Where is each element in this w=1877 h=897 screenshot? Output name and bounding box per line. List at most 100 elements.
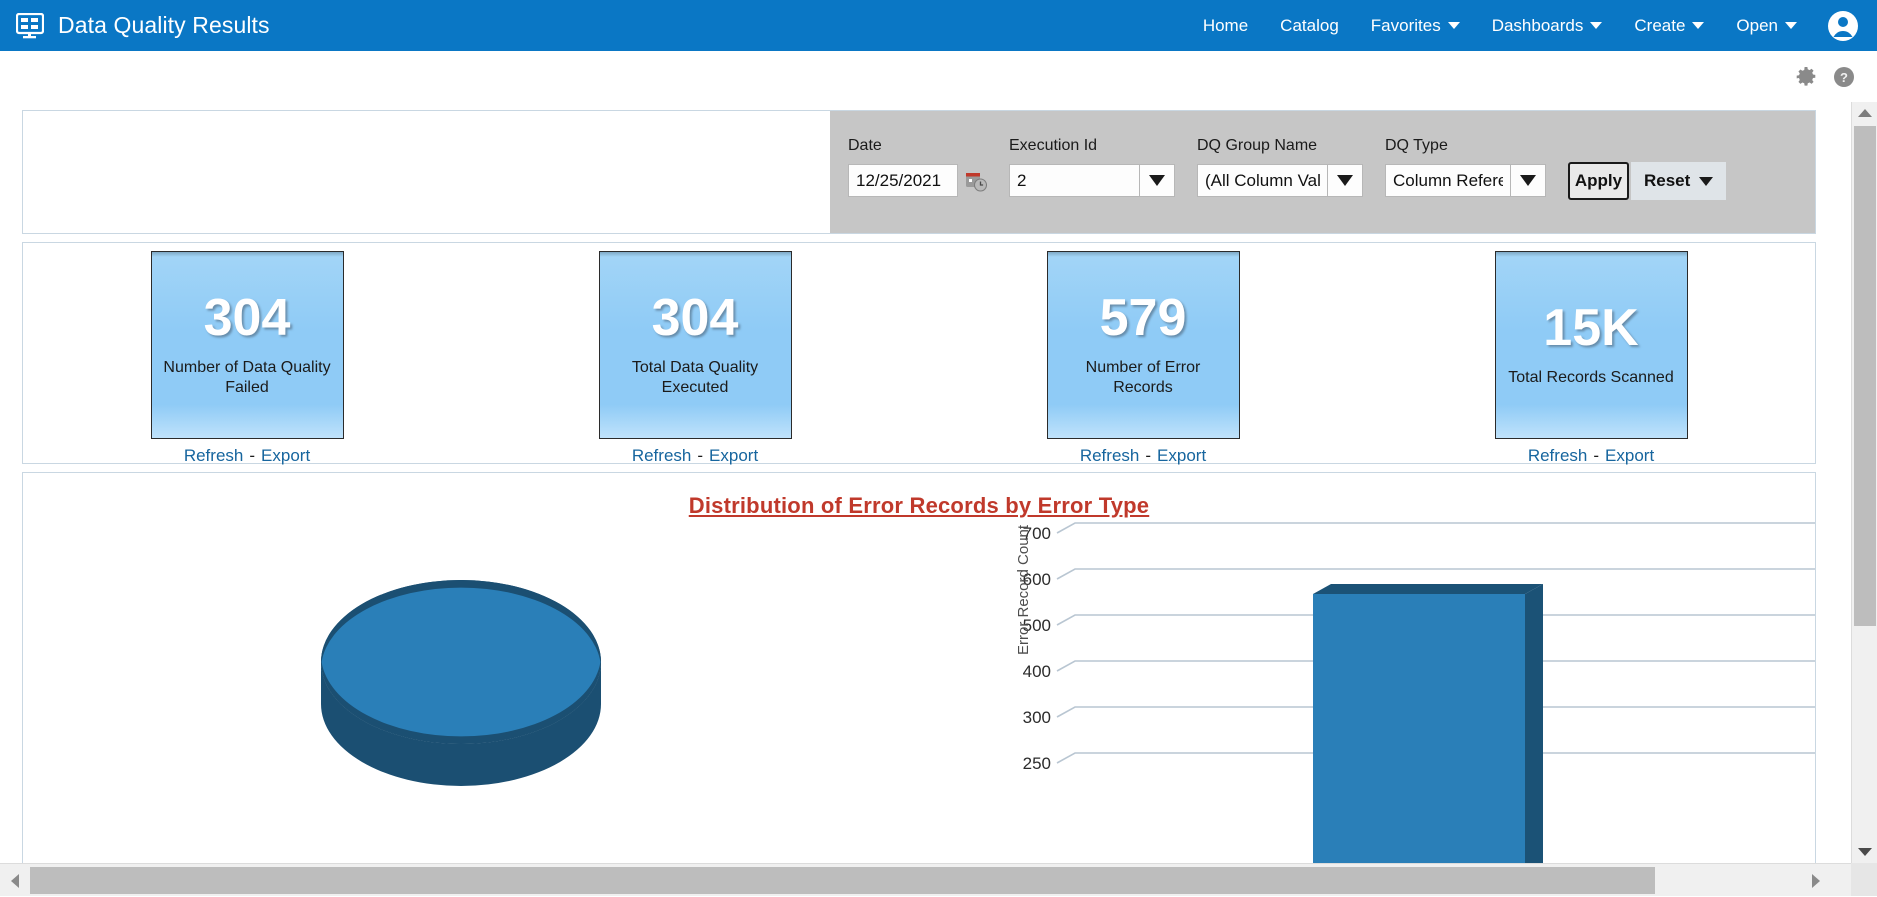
scroll-down-arrow[interactable] [1852,841,1877,863]
filter-dq-type-label: DQ Type [1385,137,1546,155]
page-title: Data Quality Results [58,12,270,39]
sub-header-toolbar: ? [0,51,1877,102]
dq-group-name-dropdown-button[interactable] [1327,164,1363,197]
filter-execution-id-label: Execution Id [1009,137,1175,155]
user-avatar-icon[interactable] [1827,10,1859,42]
nav-label: Create [1634,16,1685,36]
date-input[interactable] [848,164,958,197]
export-link[interactable]: Export [261,446,310,466]
kpi-value: 15K [1543,302,1638,354]
link-separator: - [1593,446,1599,466]
chevron-down-icon [1590,22,1602,29]
refresh-link[interactable]: Refresh [184,446,244,466]
horizontal-scroll-thumb[interactable] [30,867,1655,894]
execution-id-input[interactable] [1009,164,1139,197]
chart-area: Error Record Count 7 [23,519,1815,863]
nav-item-home[interactable]: Home [1187,16,1264,36]
dq-type-dropdown-button[interactable] [1510,164,1546,197]
bar-chart[interactable]: Error Record Count 7 [1003,519,1816,863]
filter-date: Date [848,137,987,197]
kpi-links: Refresh - Export [632,446,758,466]
pie-slice-column-reference [321,580,601,786]
help-icon[interactable]: ? [1833,66,1855,88]
nav-item-create[interactable]: Create [1618,16,1720,36]
export-link[interactable]: Export [1605,446,1654,466]
kpi-panel: 304 Number of Data Quality Failed Refres… [22,242,1816,464]
kpi-value: 304 [652,292,739,344]
scroll-right-arrow[interactable] [1803,864,1829,897]
nav-item-catalog[interactable]: Catalog [1264,16,1355,36]
kpi-tile[interactable]: 15K Total Records Scanned [1495,251,1688,439]
kpi-links: Refresh - Export [1528,446,1654,466]
dq-group-name-input[interactable] [1197,164,1327,197]
scroll-up-arrow[interactable] [1852,102,1877,124]
vertical-scroll-thumb[interactable] [1854,126,1876,626]
top-navigation-bar: Data Quality Results Home Catalog Favori… [0,0,1877,51]
refresh-link[interactable]: Refresh [1528,446,1588,466]
kpi-label: Total Data Quality Executed [610,358,780,398]
chart-title: Distribution of Error Records by Error T… [23,473,1815,519]
nav-item-dashboards[interactable]: Dashboards [1476,16,1619,36]
chevron-down-icon [1785,22,1797,29]
scroll-left-arrow[interactable] [2,864,28,897]
top-nav-items: Home Catalog Favorites Dashboards Create… [1187,10,1877,42]
chevron-down-icon [1448,22,1460,29]
nav-item-favorites[interactable]: Favorites [1355,16,1476,36]
reset-button-label: Reset [1644,171,1690,191]
scrollbar-corner [1851,863,1877,896]
bar-column-reference [1313,584,1543,863]
export-link[interactable]: Export [1157,446,1206,466]
chevron-down-icon [1520,175,1536,186]
filter-panel: Date [22,110,1816,234]
svg-text:?: ? [1840,70,1848,85]
nav-item-open[interactable]: Open [1720,16,1813,36]
chevron-down-icon [1692,22,1704,29]
y-axis-title: Error Record Count [1015,525,1032,655]
filter-strip: Date [830,111,1815,233]
kpi-tile[interactable]: 579 Number of Error Records [1047,251,1240,439]
kpi-tile[interactable]: 304 Total Data Quality Executed [599,251,792,439]
svg-text:250: 250 [1023,754,1051,773]
filter-dq-type: DQ Type [1385,137,1546,197]
refresh-link[interactable]: Refresh [1080,446,1140,466]
kpi-value: 304 [204,292,291,344]
dashboard-content: Date [0,102,1826,863]
kpi-number-of-error-records: 579 Number of Error Records Refresh - Ex… [919,251,1367,466]
refresh-link[interactable]: Refresh [632,446,692,466]
triangle-right-icon [1812,874,1820,888]
kpi-links: Refresh - Export [184,446,310,466]
chevron-down-icon [1149,175,1165,186]
chevron-down-icon [1699,177,1713,186]
nav-label: Catalog [1280,16,1339,36]
horizontal-scrollbar[interactable] [0,863,1877,896]
gear-icon[interactable] [1795,66,1817,88]
dashboard-icon [16,13,44,39]
chevron-down-icon [1337,175,1353,186]
dq-type-input[interactable] [1385,164,1510,197]
kpi-label: Total Records Scanned [1508,368,1673,388]
svg-text:300: 300 [1023,708,1051,727]
kpi-value: 579 [1100,292,1187,344]
link-separator: - [249,446,255,466]
export-link[interactable]: Export [709,446,758,466]
triangle-left-icon [11,874,19,888]
filter-dq-group-name: DQ Group Name [1197,137,1363,197]
triangle-down-icon [1858,848,1872,856]
triangle-up-icon [1858,109,1872,117]
reset-button[interactable]: Reset [1631,162,1726,200]
execution-id-dropdown-button[interactable] [1139,164,1175,197]
pie-chart[interactable] [23,519,1003,863]
nav-label: Favorites [1371,16,1441,36]
apply-button-label: Apply [1575,171,1622,191]
kpi-links: Refresh - Export [1080,446,1206,466]
calendar-clock-icon[interactable] [965,170,987,192]
apply-button[interactable]: Apply [1568,162,1629,200]
nav-label: Dashboards [1492,16,1584,36]
chart-panel: Distribution of Error Records by Error T… [22,472,1816,863]
link-separator: - [697,446,703,466]
vertical-scrollbar[interactable] [1851,102,1877,863]
kpi-tile[interactable]: 304 Number of Data Quality Failed [151,251,344,439]
kpi-number-of-data-quality-failed: 304 Number of Data Quality Failed Refres… [23,251,471,466]
kpi-row: 304 Number of Data Quality Failed Refres… [23,243,1815,463]
dashboard-viewport: Date [0,102,1877,863]
